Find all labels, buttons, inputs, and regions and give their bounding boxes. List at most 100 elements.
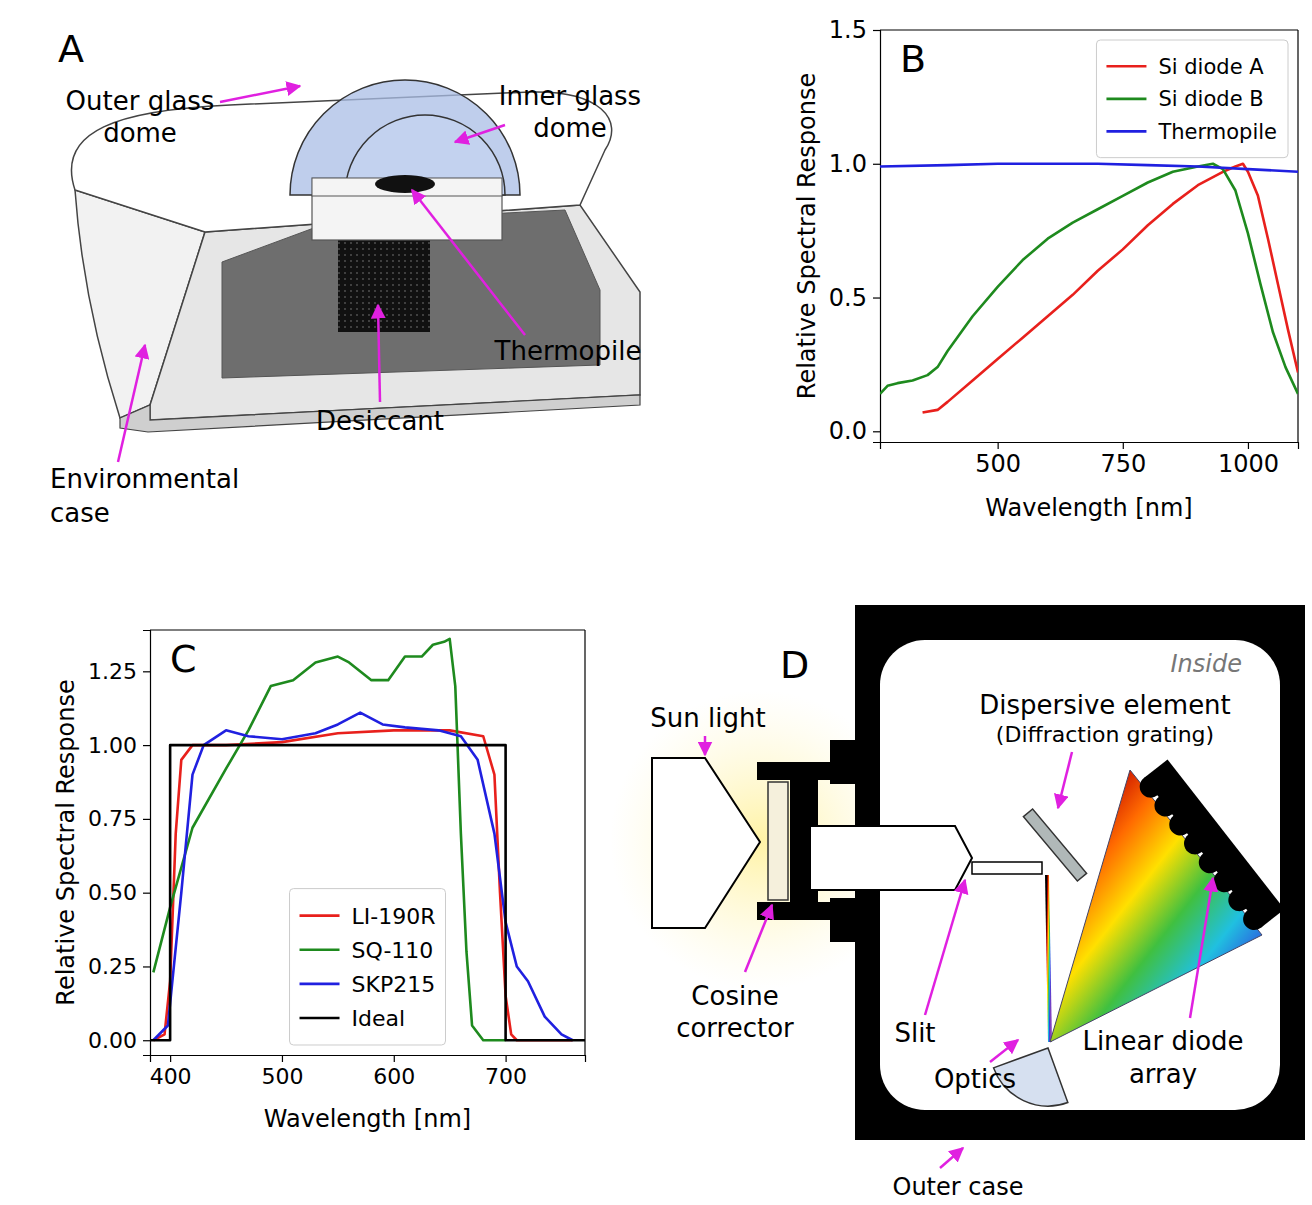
frame-top [150, 629, 585, 630]
tick-mark [873, 30, 880, 31]
tick: 1.5 [829, 16, 880, 44]
tick: 0.50 [88, 880, 150, 905]
legend-swatch [300, 914, 340, 917]
tick: 1000 [1218, 442, 1279, 478]
tick: 0.0 [829, 417, 880, 445]
panel-letter: A [58, 27, 84, 71]
arrow [925, 880, 965, 1015]
panel-letter: C [170, 637, 197, 681]
legend: LI-190RSQ-110SKP215Ideal [290, 889, 446, 1045]
tick: 0.5 [829, 284, 880, 312]
legend-label: Thermopile [1157, 120, 1277, 144]
arrow [1190, 878, 1213, 1018]
tick-mark [143, 893, 150, 894]
series-line [880, 164, 1298, 172]
label: dome [533, 113, 607, 143]
tick-mark [143, 671, 150, 672]
legend-label: SQ-110 [352, 938, 434, 963]
plot-area [150, 639, 585, 1040]
panel-a: AOuter glassdomeInner glassdomeThermopil… [50, 27, 641, 528]
tick: 700 [485, 1055, 527, 1089]
tick-label: 600 [373, 1064, 415, 1089]
panel-letter: B [900, 37, 926, 81]
tick-mark [873, 431, 880, 432]
legend-label: LI-190R [352, 904, 436, 929]
axis-title: Relative Spectral Response [793, 73, 821, 399]
tick-mark [170, 1055, 171, 1062]
tick-label: 1.5 [829, 16, 867, 44]
frame-right [1297, 30, 1298, 442]
diode [1239, 904, 1270, 935]
label: dome [103, 118, 177, 148]
tick: 750 [1100, 442, 1146, 478]
tick: 0.25 [88, 954, 150, 979]
tick-mark [394, 1055, 395, 1062]
axis-title: Wavelength [nm] [264, 1105, 471, 1133]
label: Optics [934, 1064, 1016, 1094]
tick-mark [1248, 442, 1249, 449]
axis-line [881, 443, 1299, 450]
label: array [1129, 1059, 1197, 1089]
tick-mark [506, 1055, 507, 1062]
arrow [745, 905, 772, 972]
fiber [810, 826, 972, 890]
tick-label: 0.50 [88, 880, 137, 905]
tick-mark [143, 1040, 150, 1041]
thermopile [375, 175, 435, 193]
legend-swatch [1106, 98, 1146, 101]
x-axis: 400 500 600 700 [150, 1055, 586, 1089]
collar-bottom [830, 898, 880, 942]
tick-label: 1.0 [829, 150, 867, 178]
collar-top [830, 740, 880, 784]
axis-line [143, 631, 151, 1056]
label: Outer glass [66, 86, 215, 116]
light-pointer [652, 758, 760, 928]
label: Thermopile [494, 336, 642, 366]
series-line [153, 713, 572, 1041]
tick: 1.25 [88, 659, 150, 684]
arrow [412, 190, 525, 335]
legend-label: Ideal [352, 1006, 406, 1031]
arrow [220, 86, 300, 102]
tick-label: 1000 [1218, 450, 1279, 478]
figure: AOuter glassdomeInner glassdomeThermopil… [0, 0, 1312, 1205]
legend-swatch [300, 948, 340, 951]
tick-mark [143, 966, 150, 967]
tick: 600 [373, 1055, 415, 1089]
tick: 400 [150, 1055, 192, 1089]
arrow [455, 125, 505, 142]
label: Sun light [650, 703, 765, 733]
frame-top [880, 29, 1298, 30]
beam [1047, 875, 1050, 1042]
arrow [704, 736, 707, 755]
axis-line [873, 31, 881, 443]
label: Desiccant [316, 406, 444, 436]
tick: 500 [261, 1055, 303, 1089]
label: corrector [676, 1013, 794, 1043]
frame-right [584, 630, 585, 1055]
arrow [940, 1148, 963, 1168]
tick-label: 0.75 [88, 806, 137, 831]
legend-swatch [300, 983, 340, 986]
legend-label: Si diode A [1158, 55, 1264, 79]
tick-label: 0.25 [88, 954, 137, 979]
tick-label: 750 [1100, 450, 1146, 478]
label: Environmental [50, 464, 239, 494]
label: (Diffraction grating) [996, 722, 1214, 747]
tick: 1.00 [88, 733, 150, 758]
axis-title: Wavelength [nm] [985, 494, 1192, 522]
chart: 400 500 600 700 0.00 0.25 0.50 0.75 1.00 1.25 Wave… [52, 630, 585, 1133]
tick: 0.00 [88, 1028, 150, 1053]
series-line [880, 164, 1298, 394]
tick-mark [1123, 442, 1124, 449]
tick-mark [873, 164, 880, 165]
legend-swatch [1106, 130, 1146, 133]
y-axis: 0.00 0.25 0.50 0.75 1.00 1.25 [88, 631, 150, 1056]
panel-d: DInsideDispersive element(Diffraction gr… [610, 605, 1305, 1201]
tick-label: 500 [261, 1064, 303, 1089]
label: Outer case [893, 1173, 1024, 1201]
legend-frame [1096, 40, 1288, 158]
tick-mark [143, 819, 150, 820]
tick-label: 0.5 [829, 284, 867, 312]
tick-label: 700 [485, 1064, 527, 1089]
